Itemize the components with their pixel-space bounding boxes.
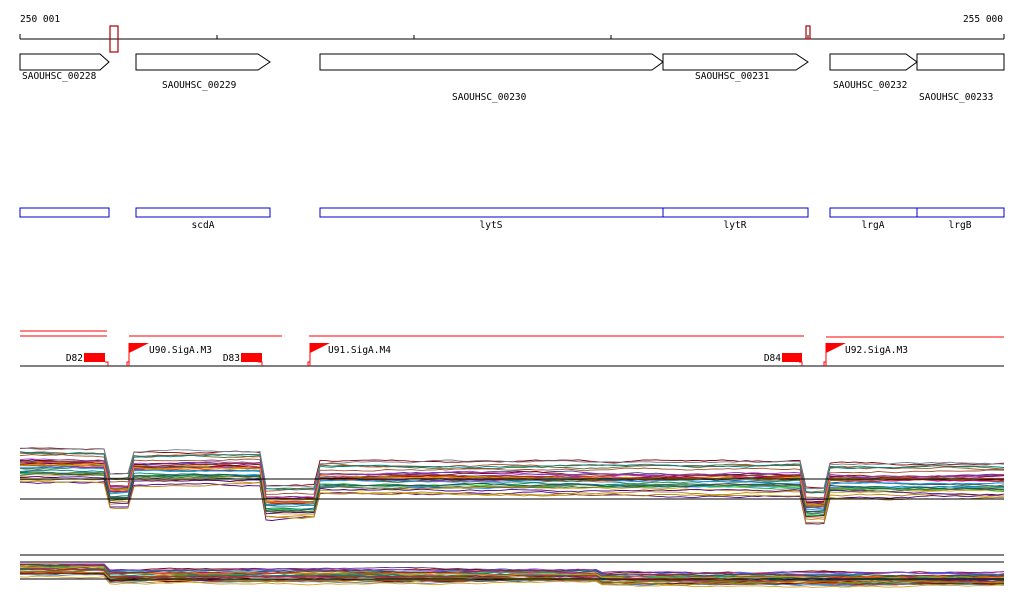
promoter-flag[interactable] — [310, 343, 330, 353]
expression-profile-track-lower — [19, 554, 1005, 588]
gene-name-box[interactable] — [319, 207, 664, 218]
locus-tag-label: SAOUHSC_00230 — [452, 92, 527, 103]
gene-name-label: lrgB — [949, 220, 972, 231]
terminator-marker[interactable] — [241, 353, 262, 362]
terminator-marker[interactable] — [782, 353, 802, 362]
expression-trace — [20, 466, 1005, 511]
expression-trace — [19, 474, 1005, 519]
locus-tag-label: SAOUHSC_00233 — [919, 92, 993, 103]
expression-trace — [19, 459, 1004, 503]
expression-trace — [20, 447, 1005, 490]
gene-name-label: scdA — [192, 220, 215, 231]
terminator-label: D83 — [223, 353, 240, 364]
promoter-stem — [126, 361, 129, 366]
gene-name-box[interactable] — [916, 207, 1005, 218]
gene-name-track: scdA lytS lytR lrgA lrgB — [19, 207, 1005, 231]
promoter-label: U90.SigA.M3 — [149, 345, 212, 356]
gene-name-box[interactable] — [662, 207, 809, 218]
expression-trace — [19, 568, 1005, 583]
promoter-label: U92.SigA.M3 — [845, 345, 908, 356]
expression-trace — [20, 463, 1005, 506]
gene-arrow[interactable] — [135, 53, 271, 71]
gene-name-label: lytR — [724, 220, 747, 231]
expression-trace — [19, 460, 1005, 504]
gene-name-label: lrgA — [862, 220, 885, 231]
promoter-label: U91.SigA.M4 — [328, 345, 391, 356]
expression-trace — [19, 563, 1005, 577]
expression-trace — [19, 454, 1005, 499]
expression-trace — [19, 570, 1005, 584]
ruler-marker-box — [805, 25, 811, 40]
expression-trace — [19, 563, 1005, 578]
terminator-stem — [258, 361, 263, 366]
ruler-start-label: 250 001 — [20, 14, 60, 25]
expression-trace — [19, 480, 1004, 524]
terminator-marker[interactable] — [84, 353, 105, 362]
expression-trace — [19, 471, 1005, 512]
terminator-label: D82 — [66, 353, 83, 364]
ruler-marker-box — [109, 25, 119, 53]
locus-tag-label: SAOUHSC_00232 — [833, 80, 907, 91]
expression-profile-track-upper — [19, 447, 1005, 525]
coordinate-ruler: 250 001 255 000 — [19, 14, 1005, 53]
expression-trace — [19, 462, 1005, 507]
gene-name-label: lytS — [480, 220, 503, 231]
gene-arrow[interactable] — [662, 53, 809, 71]
gene-arrow[interactable] — [19, 53, 110, 71]
gene-arrow[interactable] — [319, 53, 664, 71]
gene-name-box[interactable] — [19, 207, 110, 218]
promoter-stem — [307, 361, 310, 366]
expression-trace — [19, 575, 1005, 588]
expression-trace — [19, 472, 1005, 516]
gene-name-box[interactable] — [135, 207, 271, 218]
terminator-stem — [799, 361, 803, 366]
gene-name-box[interactable] — [829, 207, 918, 218]
terminator-stem — [105, 361, 109, 366]
expression-trace — [19, 458, 1004, 501]
expression-trace — [19, 464, 1005, 506]
gene-arrow-track: SAOUHSC_00228 SAOUHSC_00229 SAOUHSC_0023… — [19, 53, 1005, 103]
regulatory-feature-track: D82 D83 D84 U90.SigA.M3 U91.SigA.M4 U92.… — [20, 330, 1004, 367]
expression-trace — [19, 476, 1005, 518]
expression-trace — [19, 451, 1005, 494]
expression-trace — [19, 473, 1005, 515]
gene-box[interactable] — [916, 53, 1005, 71]
promoter-flag[interactable] — [129, 343, 149, 353]
ruler-end-label: 255 000 — [963, 14, 1003, 25]
promoter-stem — [823, 361, 826, 366]
locus-tag-label: SAOUHSC_00229 — [162, 80, 237, 91]
gene-arrow[interactable] — [829, 53, 918, 71]
terminator-label: D84 — [764, 353, 781, 364]
locus-tag-label: SAOUHSC_00228 — [22, 71, 97, 82]
promoter-flag[interactable] — [826, 343, 846, 353]
locus-tag-label: SAOUHSC_00231 — [695, 71, 770, 82]
